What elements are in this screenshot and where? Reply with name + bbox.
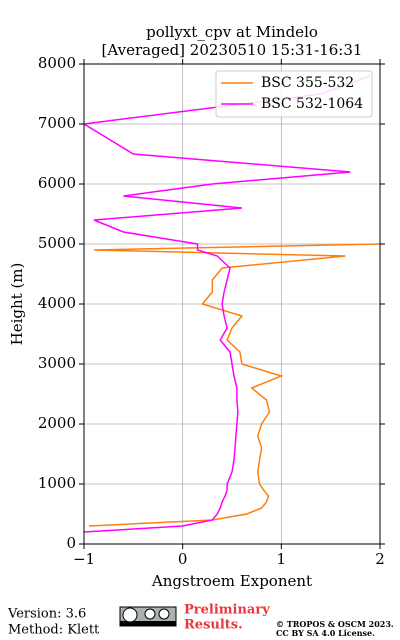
y-tick-label: 4000: [38, 294, 76, 312]
x-tick-label: 2: [375, 550, 385, 568]
chart-title: pollyxt_cpv at Mindelo: [146, 23, 318, 41]
y-tick-label: 7000: [38, 114, 76, 132]
legend-label: BSC 532-1064: [261, 96, 363, 112]
y-tick-label: 3000: [38, 354, 76, 372]
y-tick-label: 8000: [38, 54, 76, 72]
series-line: [88, 243, 380, 527]
legend-box: [215, 70, 373, 118]
method: Method: Klett: [8, 623, 100, 638]
x-tick-label: 1: [277, 550, 287, 568]
license: CC BY SA 4.0 License.: [276, 628, 375, 638]
copyright: © TROPOS & OSCM 2023.: [276, 619, 394, 629]
results: Results.: [184, 618, 243, 633]
version: Version: 3.6: [7, 607, 86, 622]
plot-frame: [83, 63, 381, 545]
y-tick-label: 2000: [38, 414, 76, 432]
series-line: [84, 75, 371, 533]
y-tick-label: 1000: [38, 474, 76, 492]
x-tick-label: 0: [178, 550, 188, 568]
chart-subtitle: [Averaged] 20230510 15:31-16:31: [102, 41, 363, 59]
preliminary: Preliminary: [184, 603, 270, 618]
y-axis-label: Height (m): [8, 263, 26, 346]
cc-logo: [119, 606, 177, 627]
y-tick-label: 0: [66, 534, 76, 552]
x-tick-label: −1: [73, 550, 95, 568]
legend-label: BSC 355-532: [261, 75, 354, 91]
y-tick-label: 6000: [38, 174, 76, 192]
y-tick-label: 5000: [38, 234, 76, 252]
x-axis-label: Angstroem Exponent: [151, 572, 312, 590]
